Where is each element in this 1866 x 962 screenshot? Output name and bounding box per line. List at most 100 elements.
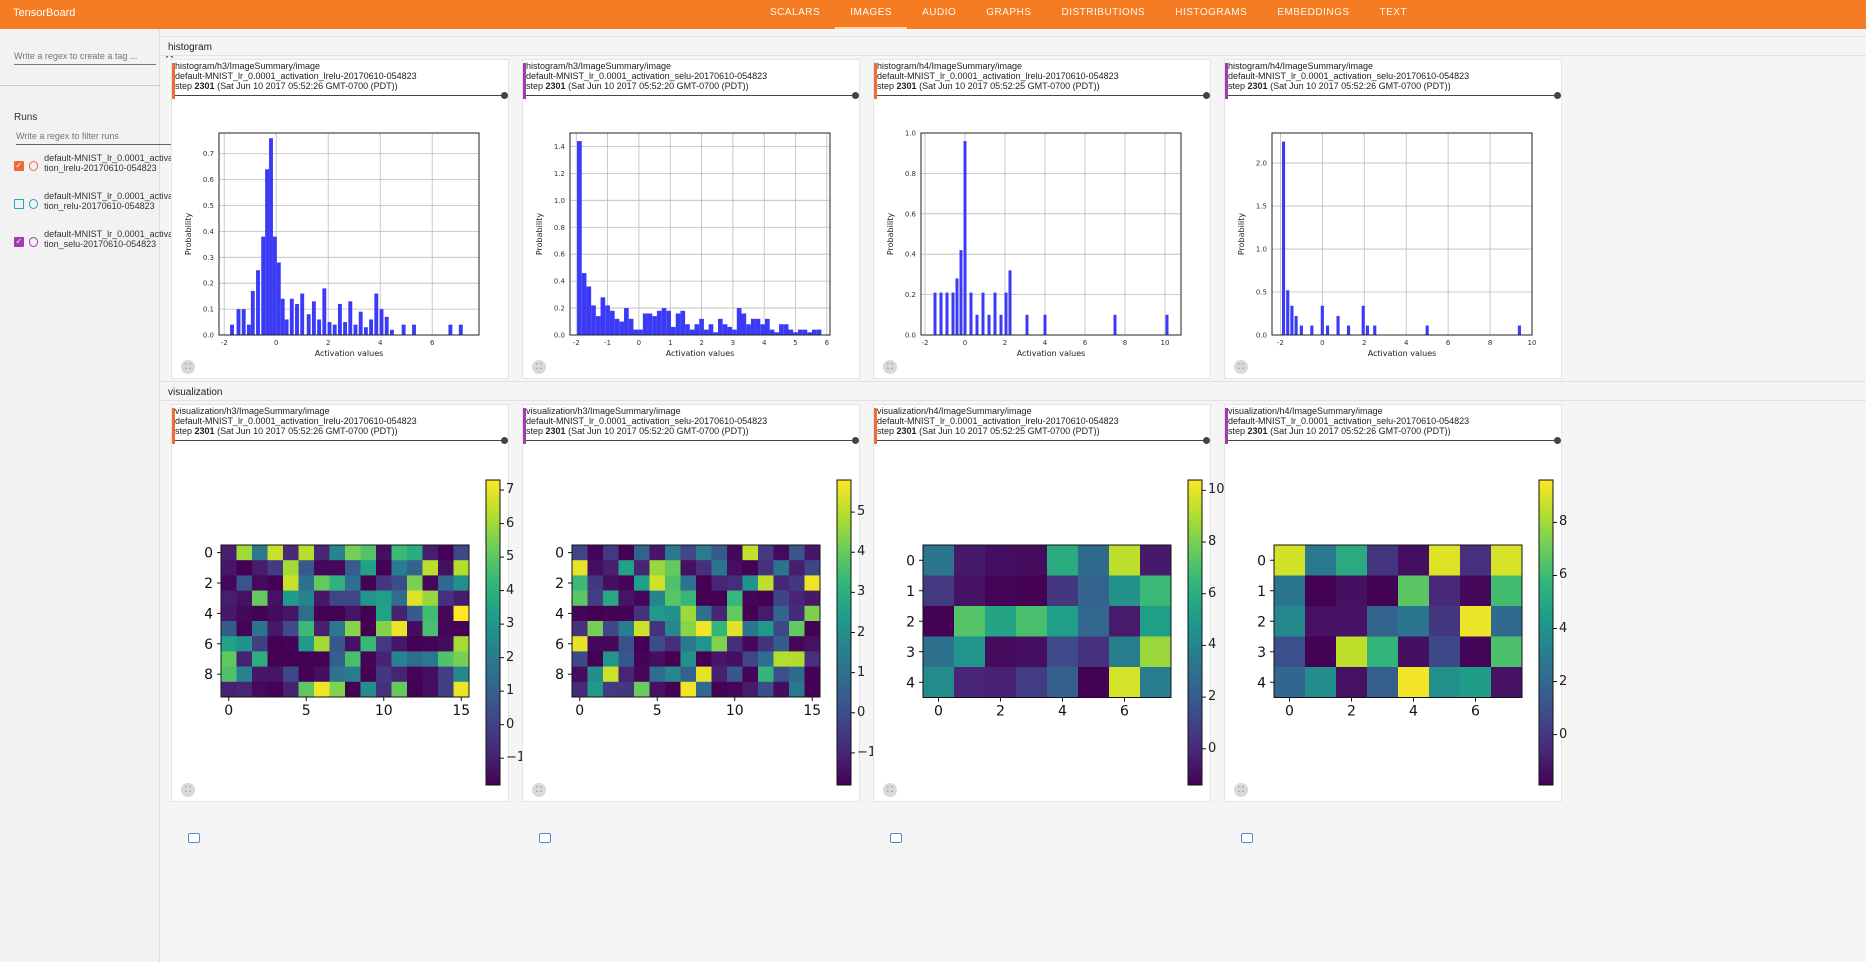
fullscreen-icon[interactable]: ⛶: [1234, 783, 1248, 797]
heatmap-cell: [267, 590, 284, 607]
heatmap-cell: [758, 651, 774, 667]
step-slider-track[interactable]: [877, 440, 1207, 441]
fullscreen-icon[interactable]: ⛶: [883, 783, 897, 797]
tab-graphs[interactable]: GRAPHS: [986, 7, 1032, 18]
heatmap-cell: [696, 666, 712, 683]
step-slider-track[interactable]: [526, 95, 856, 96]
run-checkbox[interactable]: [14, 199, 24, 209]
colorbar: [1187, 479, 1203, 786]
step-slider-handle[interactable]: [1554, 92, 1561, 99]
tab-embeddings[interactable]: EMBEDDINGS: [1277, 7, 1350, 18]
heatmap-cell: [680, 636, 697, 652]
step-value: 2301: [545, 426, 566, 436]
heatmap-cell: [804, 666, 821, 683]
card-actions: ⛶: [532, 360, 551, 420]
tab-scalars[interactable]: SCALARS: [770, 7, 821, 18]
image-icon[interactable]: [890, 833, 902, 843]
heatmap-cell: [711, 681, 728, 698]
heatmap-cell: [438, 545, 454, 561]
histogram-bar: [703, 329, 709, 335]
y-tick-label: 1.2: [554, 170, 565, 178]
section-header-visualization[interactable]: visualization: [160, 381, 1866, 401]
step-label: step: [877, 426, 895, 436]
tab-distributions[interactable]: DISTRIBUTIONS: [1061, 7, 1146, 18]
heatmap-cell: [1016, 667, 1048, 698]
histogram-bar: [779, 324, 784, 335]
heatmap-cell: [283, 560, 299, 576]
card-tag: histogram/h3/ImageSummary/image: [526, 61, 672, 71]
histogram-bar: [788, 329, 794, 335]
step-slider-track[interactable]: [175, 95, 505, 96]
fullscreen-icon[interactable]: ⛶: [181, 360, 195, 374]
tab-images[interactable]: IMAGES: [835, 0, 908, 29]
y-tick-label: 0.0: [554, 332, 565, 340]
y-tick-label: 0.4: [905, 251, 917, 259]
tag-filter-input[interactable]: [14, 49, 156, 65]
run-radio[interactable]: [28, 161, 39, 171]
heatmap-cell: [1016, 636, 1048, 668]
image-icon[interactable]: [539, 833, 551, 843]
run-item[interactable]: ✓ default-MNIST_lr_0.0001_activation_lrel…: [14, 153, 174, 184]
run-filter-input[interactable]: [16, 129, 175, 145]
image-icon[interactable]: [1241, 833, 1253, 843]
heatmap-cell: [252, 666, 268, 683]
step-slider-handle[interactable]: [852, 437, 859, 444]
step-slider-handle[interactable]: [1203, 92, 1210, 99]
run-item[interactable]: ✓ default-MNIST_lr_0.0001_activation_selu…: [14, 229, 174, 260]
histogram-bar: [699, 318, 704, 335]
histogram-bar: [1336, 316, 1340, 335]
step-slider-track[interactable]: [877, 95, 1207, 96]
tab-text[interactable]: TEXT: [1379, 7, 1408, 18]
tab-audio[interactable]: AUDIO: [922, 7, 957, 18]
fullscreen-icon[interactable]: ⛶: [181, 783, 195, 797]
histogram-bar: [374, 293, 379, 335]
x-tick-label: 8: [1488, 339, 1492, 347]
y-tick-label: 1: [906, 584, 915, 600]
heatmap-cell: [314, 590, 330, 607]
y-axis-label: Probability: [184, 213, 193, 256]
run-radio[interactable]: [28, 199, 39, 209]
histogram-bar: [337, 303, 342, 335]
step-time: (Sat Jun 10 2017 05:52:20 GMT-0700 (PDT)…: [568, 426, 749, 436]
heatmap-cell: [665, 590, 681, 607]
run-item[interactable]: default-MNIST_lr_0.0001_activation_relu-…: [14, 191, 174, 222]
step-slider-track[interactable]: [1228, 95, 1558, 96]
fullscreen-icon[interactable]: ⛶: [1234, 360, 1248, 374]
histogram-bar: [1025, 314, 1029, 335]
heatmap-cell: [267, 575, 284, 591]
run-checkbox[interactable]: ✓: [14, 237, 24, 247]
histogram-bar: [276, 262, 281, 335]
step-slider-track[interactable]: [175, 440, 505, 441]
step-time: (Sat Jun 10 2017 05:52:25 GMT-0700 (PDT)…: [919, 81, 1100, 91]
step-slider-track[interactable]: [526, 440, 856, 441]
fullscreen-icon[interactable]: ⛶: [532, 360, 546, 374]
image-card: visualization/h3/ImageSummary/image defau…: [522, 404, 876, 843]
run-checkbox[interactable]: ✓: [14, 161, 24, 171]
fullscreen-icon[interactable]: ⛶: [883, 360, 897, 374]
heatmap-cell: [422, 651, 439, 667]
step-slider-handle[interactable]: [501, 437, 508, 444]
heatmap-cell: [314, 545, 330, 561]
histogram-bar: [783, 324, 789, 335]
heatmap-cell: [711, 636, 728, 652]
tab-histograms[interactable]: HISTOGRAMS: [1175, 7, 1248, 18]
step-slider-handle[interactable]: [1203, 437, 1210, 444]
image-icon[interactable]: [188, 833, 200, 843]
card-run: default-MNIST_lr_0.0001_activation_lrelu…: [175, 416, 417, 426]
histogram-bar: [638, 329, 643, 335]
step-slider-handle[interactable]: [1554, 437, 1561, 444]
run-radio[interactable]: [28, 237, 39, 247]
step-slider-handle[interactable]: [852, 92, 859, 99]
fullscreen-icon[interactable]: ⛶: [532, 783, 546, 797]
heatmap-cell: [789, 621, 805, 637]
colorbar-tick-label: 0: [1208, 740, 1217, 756]
x-tick-label: 6: [1083, 339, 1088, 347]
heatmap-cell: [283, 575, 299, 591]
step-slider-track[interactable]: [1228, 440, 1558, 441]
heatmap-cell: [345, 651, 361, 667]
step-slider-handle[interactable]: [501, 92, 508, 99]
heatmap-cell: [407, 590, 423, 607]
section-header-histogram[interactable]: histogram: [160, 36, 1866, 56]
histogram-bar: [384, 316, 389, 335]
heatmap-cell: [649, 560, 666, 576]
